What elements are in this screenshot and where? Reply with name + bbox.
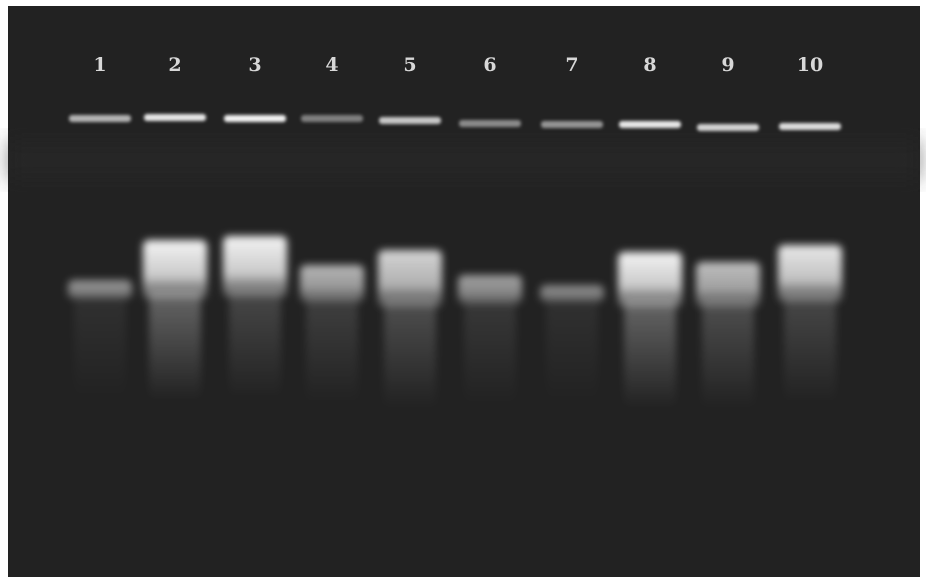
dna-band [540, 285, 604, 303]
dna-band [618, 252, 682, 308]
well-band [301, 115, 363, 122]
lane-smear [702, 298, 754, 408]
gel-haze [8, 140, 920, 180]
lane-smear [384, 298, 436, 408]
well-band [541, 121, 603, 128]
well-band [459, 120, 521, 127]
dna-band [778, 245, 842, 303]
page: {"lane_labels": ["1", "2", "3", "4", "5"… [0, 0, 926, 581]
well-band [144, 114, 206, 121]
lane-smear [149, 290, 201, 400]
dna-band [300, 265, 364, 303]
well-band [779, 123, 841, 130]
dna-band [696, 262, 760, 308]
lane-smear [74, 290, 126, 400]
lane-label: 4 [325, 54, 338, 76]
dna-band [143, 240, 207, 300]
lane-label: 8 [643, 54, 656, 76]
lane-smear [306, 293, 358, 403]
dna-band [378, 250, 442, 308]
lane-label: 10 [797, 54, 823, 76]
lane-label: 6 [483, 54, 496, 76]
dna-band [223, 236, 287, 298]
lane-label: 3 [248, 54, 261, 76]
dna-band [68, 280, 132, 300]
lane-smear [624, 298, 676, 408]
well-band [697, 124, 759, 131]
lane-smear [546, 293, 598, 403]
lane-smear [784, 293, 836, 403]
well-band [69, 115, 131, 122]
lane-label: 2 [168, 54, 181, 76]
lane-smear [229, 288, 281, 398]
well-band [379, 117, 441, 124]
lane-label: 5 [403, 54, 416, 76]
well-band [619, 121, 681, 128]
lane-smear [464, 295, 516, 405]
gel-image: 1 2 3 4 5 6 7 8 9 10 [0, 0, 926, 581]
lane-label: 1 [93, 54, 106, 76]
well-band [224, 115, 286, 122]
lane-label: 7 [565, 54, 578, 76]
dna-band [458, 275, 522, 305]
lane-label: 9 [721, 54, 734, 76]
